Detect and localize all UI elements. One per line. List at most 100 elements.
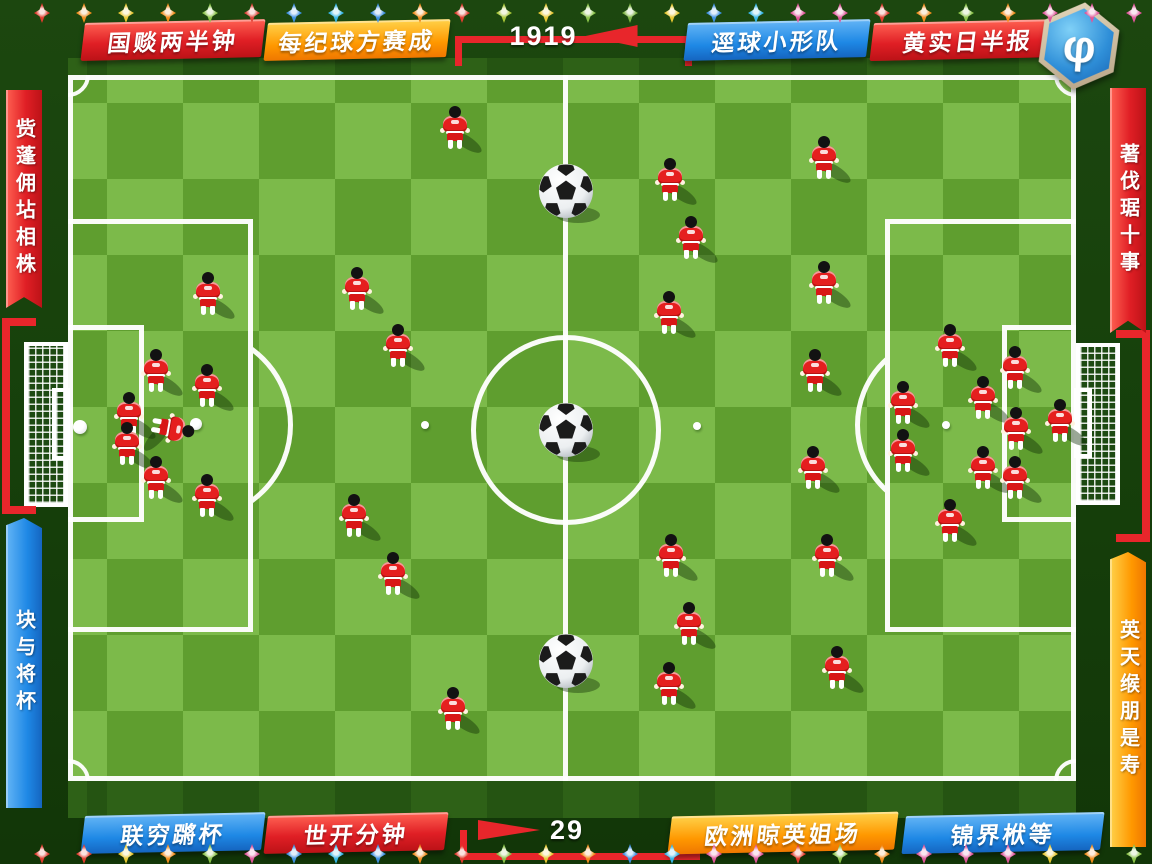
- player-leg-left: [1008, 490, 1013, 499]
- player-hand-left: [809, 158, 814, 163]
- player-19[interactable]: [800, 349, 845, 400]
- player-22[interactable]: [888, 381, 933, 432]
- player-20[interactable]: [935, 324, 980, 375]
- player-30[interactable]: [798, 446, 843, 497]
- player-5[interactable]: [141, 349, 186, 400]
- player-18[interactable]: [654, 291, 699, 342]
- player-leg-left: [120, 456, 125, 465]
- player-shorts: [1007, 373, 1023, 381]
- player-27[interactable]: [968, 446, 1013, 497]
- player-waistband: [974, 471, 992, 474]
- player-jersey: [195, 484, 219, 500]
- goal-right: [1076, 343, 1120, 505]
- player-waistband: [444, 712, 462, 715]
- player-8[interactable]: [112, 422, 157, 473]
- player-shorts: [895, 456, 911, 464]
- player-6[interactable]: [192, 364, 237, 415]
- player-21[interactable]: [1000, 346, 1045, 397]
- player-9[interactable]: [141, 456, 186, 507]
- player-29[interactable]: [935, 499, 980, 550]
- player-jersey-number: [820, 275, 828, 279]
- player-waistband: [660, 316, 678, 319]
- player-jersey-number: [820, 150, 828, 154]
- player-shorts: [829, 673, 845, 681]
- player-2[interactable]: [342, 267, 387, 318]
- player-3[interactable]: [193, 272, 238, 323]
- player-13[interactable]: [438, 687, 483, 738]
- player-26[interactable]: [888, 429, 933, 480]
- player-hand-right: [217, 386, 222, 391]
- player-shorts: [1052, 426, 1068, 434]
- player-leg-left: [200, 508, 205, 517]
- player-4[interactable]: [383, 324, 428, 375]
- player-waistband: [1007, 432, 1025, 435]
- player-jersey-number: [685, 616, 693, 620]
- player-jersey-number: [833, 660, 841, 664]
- player-shorts: [148, 376, 164, 384]
- player-head: [1010, 407, 1022, 419]
- player-jersey: [386, 334, 410, 350]
- player-12[interactable]: [378, 552, 423, 603]
- player-hand-right: [679, 684, 684, 689]
- player-waistband: [345, 519, 363, 522]
- player-shorts: [816, 288, 832, 296]
- player-10[interactable]: [192, 474, 237, 525]
- player-leg-left: [200, 398, 205, 407]
- player-leg-left: [808, 383, 813, 392]
- pitch-spot-1: [421, 421, 429, 429]
- player-16[interactable]: [676, 216, 721, 267]
- player-14[interactable]: [809, 136, 854, 187]
- player-hand-right: [913, 403, 918, 408]
- player-head: [664, 158, 676, 170]
- banner-right-top[interactable]: 著伐琚十事: [1110, 88, 1146, 333]
- soccer-ball-2[interactable]: [534, 400, 602, 473]
- player-hand-right: [823, 468, 828, 473]
- player-hand-left: [141, 478, 146, 483]
- player-jersey-number: [979, 460, 987, 464]
- player-1[interactable]: [440, 106, 485, 157]
- player-jersey-number: [203, 378, 211, 382]
- player-shorts: [346, 521, 362, 529]
- player-17[interactable]: [809, 261, 854, 312]
- soccer-ball-3[interactable]: [534, 631, 602, 704]
- banner-left-top-label: 赀蓬佣坫相株: [12, 118, 35, 280]
- player-33[interactable]: [674, 602, 719, 653]
- player-waistband: [384, 577, 402, 580]
- player-28[interactable]: [1000, 456, 1045, 507]
- player-31[interactable]: [656, 534, 701, 585]
- player-25[interactable]: [1045, 399, 1090, 450]
- player-24[interactable]: [1001, 407, 1046, 458]
- player-15[interactable]: [655, 158, 700, 209]
- small-ball-1[interactable]: [73, 420, 87, 434]
- player-leg-right: [691, 636, 696, 645]
- player-leg-right: [826, 295, 831, 304]
- player-jersey-number: [389, 566, 397, 570]
- player-shorts: [975, 473, 991, 481]
- player-11[interactable]: [339, 494, 384, 545]
- player-hand-left: [654, 684, 659, 689]
- penalty-box-left: [68, 219, 253, 632]
- player-jersey: [657, 672, 681, 688]
- player-head: [897, 429, 909, 441]
- player-35[interactable]: [654, 662, 699, 713]
- player-hand-right: [218, 294, 223, 299]
- player-hand-right: [993, 398, 998, 403]
- player-32[interactable]: [812, 534, 857, 585]
- player-34[interactable]: [822, 646, 867, 697]
- player-hand-left: [1000, 478, 1005, 483]
- player-leg-right: [356, 528, 361, 537]
- banner-left-top[interactable]: 赀蓬佣坫相株: [6, 90, 42, 308]
- player-jersey: [971, 456, 995, 472]
- player-hand-right: [825, 371, 830, 376]
- banner-right-bottom[interactable]: 英天缑朋是寿: [1110, 552, 1146, 847]
- player-leg-right: [158, 490, 163, 499]
- player-shorts: [807, 376, 823, 384]
- soccer-ball-1[interactable]: [534, 161, 602, 234]
- player-23[interactable]: [968, 376, 1013, 427]
- player-jersey: [443, 116, 467, 132]
- banner-left-bottom[interactable]: 块与将杯: [6, 518, 42, 808]
- penalty-box-right: [885, 219, 1076, 632]
- player-jersey: [144, 466, 168, 482]
- player-shorts: [119, 449, 135, 457]
